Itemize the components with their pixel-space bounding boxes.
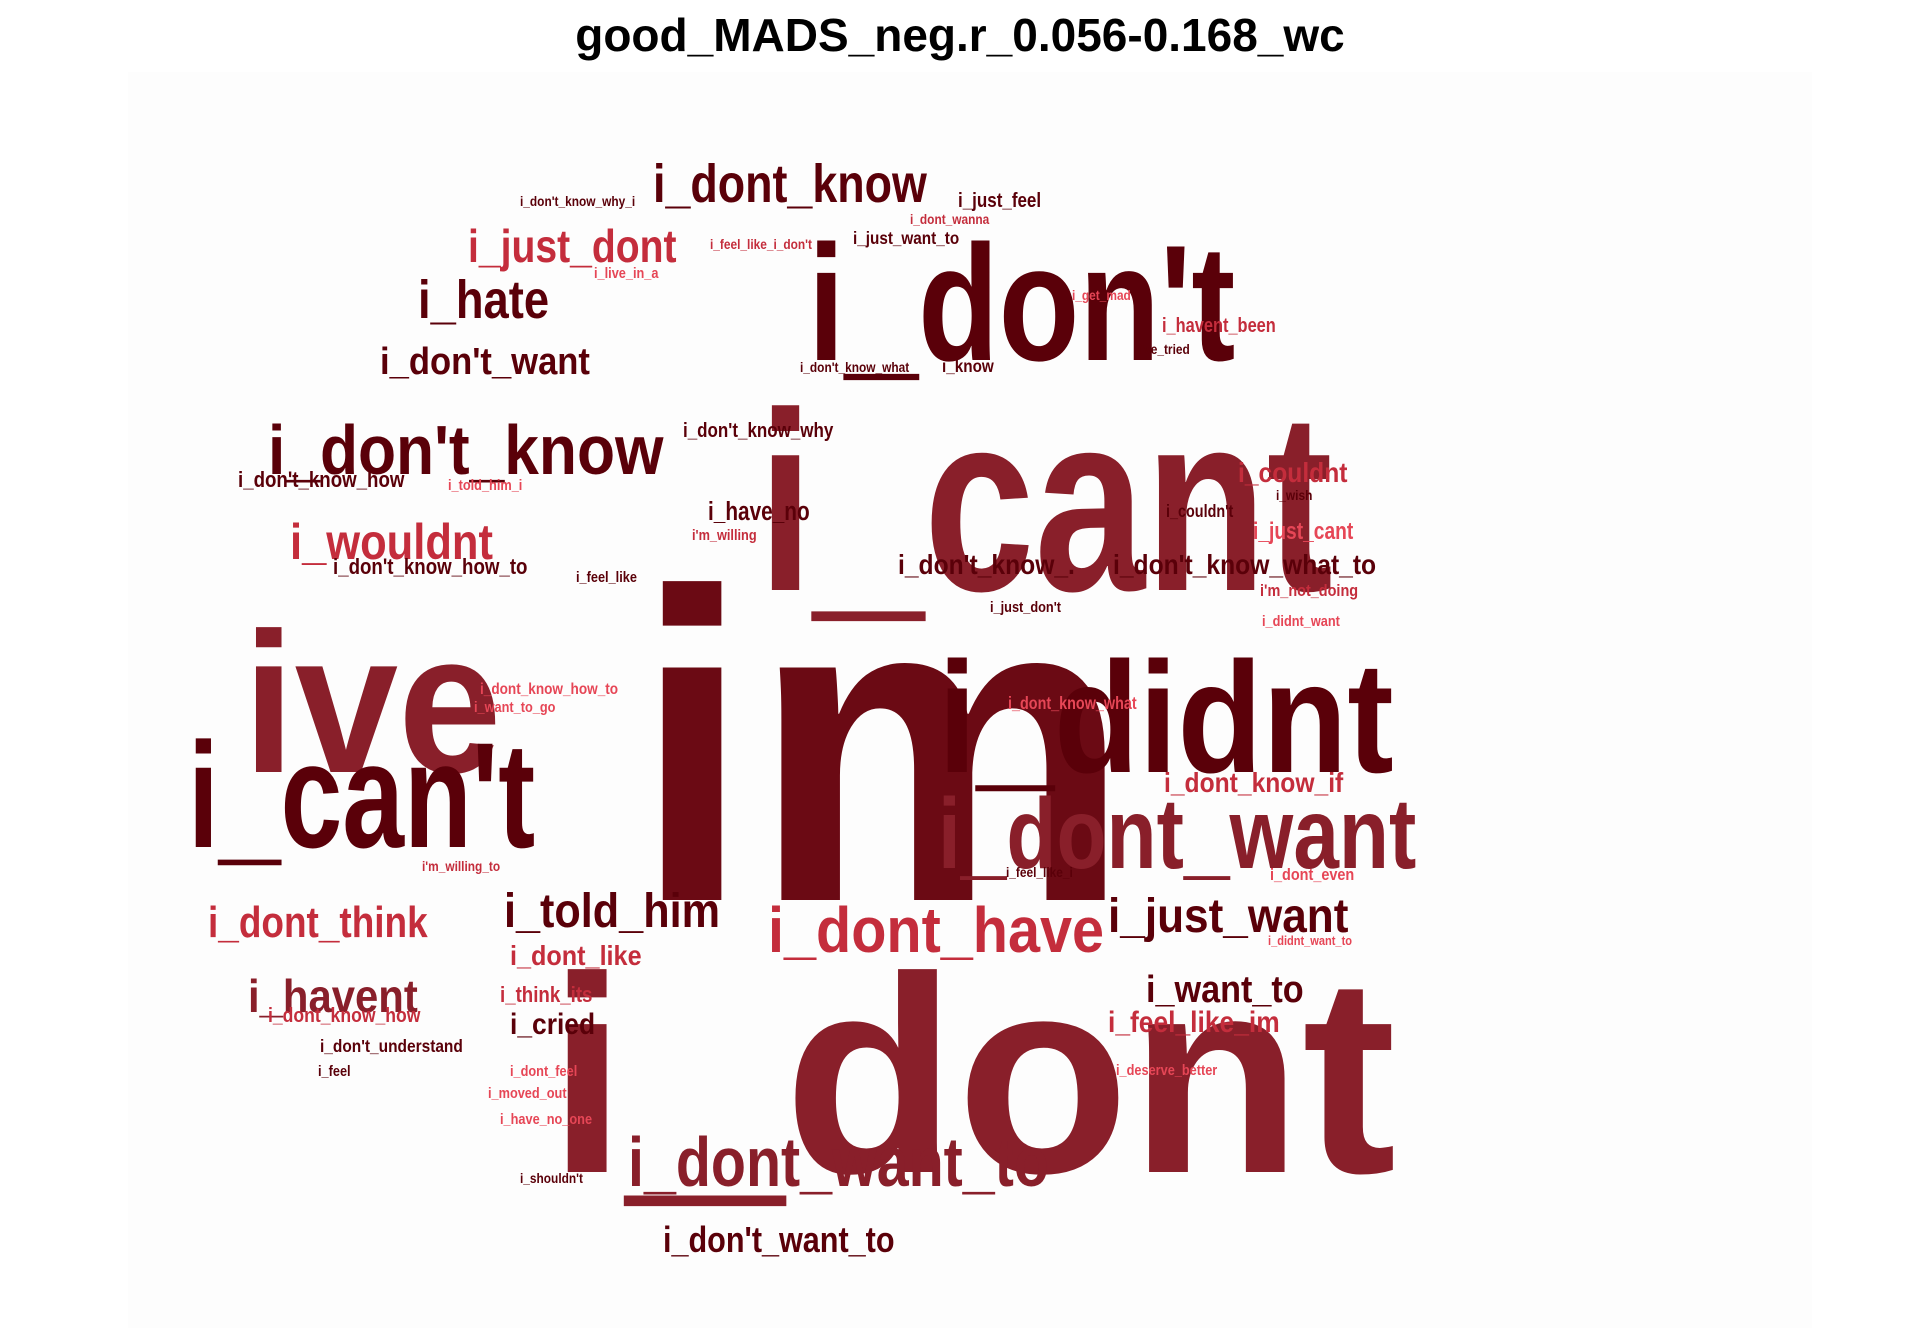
cloud-word: im: [633, 502, 1131, 993]
cloud-word: i'm_not_doing: [1260, 582, 1358, 600]
cloud-word: i_dont_think: [208, 897, 428, 947]
cloud-word: i_don't_know_what_to: [1113, 549, 1376, 581]
cloud-word: i_have_no_one: [500, 1110, 592, 1127]
cloud-word: i_don't_know_why_i: [520, 193, 635, 209]
cloud-word: i_just_don't: [990, 598, 1061, 615]
cloud-word: i_dont_know: [653, 153, 927, 214]
cloud-word: i_dont_wanna: [910, 211, 990, 227]
cloud-word: i_dont_know_if: [1164, 767, 1343, 799]
cloud-word: i_feel_like: [576, 568, 637, 585]
cloud-word: i_don't_want: [380, 339, 590, 382]
cloud-word: i_think_its: [500, 984, 592, 1008]
cloud-word: i_can't: [188, 712, 535, 879]
cloud-word: i_feel_like_im: [1108, 1004, 1280, 1038]
cloud-word: i_dont_want: [938, 778, 1416, 890]
cloud-word: i've_tried: [1138, 341, 1190, 357]
cloud-word: i_feel_like_i_don't: [710, 236, 813, 252]
cloud-word: i_dont_have: [768, 894, 1104, 965]
cloud-word: i_don't_know: [268, 412, 664, 490]
cloud-word: i_want_to_go: [474, 698, 555, 715]
cloud-word: i_know: [942, 356, 995, 376]
cloud-word: i_just_want_to: [853, 228, 959, 248]
cloud-word: i_don't_know_what: [800, 359, 910, 375]
cloud-word: i_don't_know_how: [238, 469, 405, 493]
cloud-word: i_dont_know_how: [268, 1004, 421, 1026]
cloud-word: i_just_want: [1108, 888, 1348, 942]
cloud-word: i_dont_even: [1270, 866, 1354, 884]
cloud-word: i_just_dont: [468, 221, 676, 273]
chart-title: good_MADS_neg.r_0.056-0.168_wc: [575, 9, 1345, 61]
cloud-word: i_didnt_want_to: [1268, 933, 1352, 948]
cloud-word: i_couldn't: [1166, 502, 1234, 522]
cloud-word: i_dont_know_what: [1008, 694, 1137, 714]
cloud-word: i_don't_know_how_to: [333, 556, 527, 580]
cloud-word: i_don't_understand: [320, 1036, 463, 1056]
cloud-word: i_dont_know_how_to: [480, 681, 618, 698]
cloud-word: i_deserve_better: [1116, 1061, 1218, 1078]
cloud-word: i_didnt_want: [1262, 612, 1340, 629]
cloud-word: i_cant: [758, 360, 1333, 644]
cloud-word: i_just_feel: [958, 189, 1041, 212]
cloud-word: i_don't_know_.: [898, 549, 1075, 581]
cloud-word: i_havent_been: [1162, 313, 1276, 336]
cloud-word: i_wish: [1276, 487, 1312, 503]
cloud-word: i_cried: [510, 1006, 595, 1040]
cloud-word: i_live_in_a: [594, 264, 659, 281]
cloud-word: i_don't_know_why: [683, 419, 834, 442]
cloud-word: i_couldnt: [1238, 457, 1348, 489]
cloud-word: i_don't: [808, 211, 1235, 395]
cloud-word: i_hate: [418, 269, 549, 330]
cloud-word: i'm_willing: [692, 526, 757, 543]
cloud-word: i_moved_out: [488, 1084, 567, 1101]
cloud-word: i_feel_like_i: [1006, 864, 1073, 880]
cloud-word: i_havent: [248, 971, 418, 1022]
word-cloud-panel: im i_dont i_cant ive i_don't i_didnt i_can't i_…: [128, 72, 1812, 1328]
cloud-word: i_told_him_i: [448, 476, 522, 493]
cloud-word: i'm_willing_to: [422, 858, 500, 874]
cloud-word: i_want_to: [1146, 967, 1304, 1010]
cloud-word: i_feel: [318, 1062, 351, 1079]
cloud-word: i_dont_want_to: [628, 1123, 1049, 1202]
cloud-word: ive: [243, 591, 502, 815]
cloud-word: i_wouldnt: [290, 514, 493, 569]
cloud-word: i_dont_feel: [510, 1062, 577, 1079]
cloud-word: i_don't_want_to: [663, 1221, 895, 1261]
cloud-word: i_didnt: [938, 629, 1394, 806]
cloud-word: i_get_mad: [1072, 287, 1131, 303]
cloud-word: i_just_cant: [1253, 517, 1353, 545]
cloud-word: i_dont_like: [510, 940, 642, 972]
cloud-word: i_have_no: [708, 497, 810, 526]
cloud-word: i_dont: [548, 918, 1396, 1231]
cloud-word: i_told_him: [504, 884, 720, 938]
cloud-word: i_shouldn't: [520, 1170, 584, 1186]
